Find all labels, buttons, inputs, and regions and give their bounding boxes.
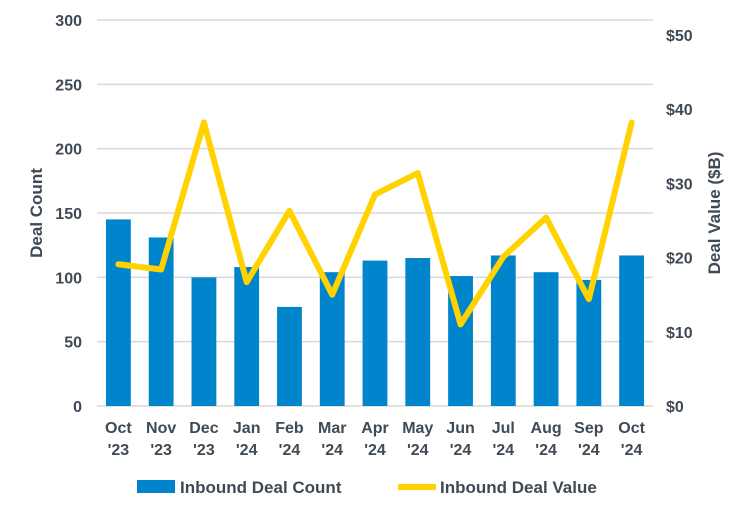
x-tick-label-year: '23 xyxy=(193,442,215,459)
bar xyxy=(619,255,645,406)
value-line xyxy=(115,119,635,328)
x-tick-label: Oct xyxy=(105,420,132,437)
x-tick-label: Apr xyxy=(361,420,389,437)
legend-label-count: Inbound Deal Count xyxy=(180,478,342,497)
y2-axis-label: Deal Value ($B) xyxy=(705,152,724,275)
x-tick-label-year: '24 xyxy=(450,442,472,459)
x-tick-label-year: '24 xyxy=(535,442,557,459)
y-tick-label: 0 xyxy=(73,399,82,416)
x-tick-label-year: '24 xyxy=(364,442,386,459)
x-tick-label-year: '24 xyxy=(321,442,343,459)
y-tick-label: 250 xyxy=(55,77,82,94)
y-tick-label: 50 xyxy=(64,335,82,352)
x-tick-label: Jul xyxy=(492,420,515,437)
x-tick-label: Oct xyxy=(618,420,645,437)
x-tick-label: Nov xyxy=(146,420,176,437)
y2-tick-label: $0 xyxy=(666,399,684,416)
x-tick-label-year: '24 xyxy=(407,442,429,459)
y-tick-label: 100 xyxy=(55,270,82,287)
bar xyxy=(405,258,431,406)
bar xyxy=(191,277,217,406)
legend: Inbound Deal Count Inbound Deal Value xyxy=(137,478,597,497)
bar xyxy=(533,272,559,406)
y2-tick-label: $10 xyxy=(666,325,693,342)
bar xyxy=(234,267,260,406)
y2-tick-label: $40 xyxy=(666,102,693,119)
x-tick-label: Aug xyxy=(531,420,562,437)
bar xyxy=(362,260,388,406)
legend-swatch-bar xyxy=(137,480,175,493)
x-tick-label: Dec xyxy=(189,420,218,437)
x-tick-label: Jan xyxy=(233,420,261,437)
y2-tick-label: $50 xyxy=(666,28,693,45)
bar xyxy=(277,306,302,406)
y-tick-label: 300 xyxy=(55,13,82,30)
x-tick-label-year: '24 xyxy=(493,442,515,459)
x-tick-label-year: '23 xyxy=(108,442,130,459)
bar xyxy=(490,255,516,406)
y2-tick-label: $30 xyxy=(666,176,693,193)
x-tick-label: May xyxy=(402,420,433,437)
y-tick-label: 200 xyxy=(55,142,82,159)
x-tick-label-year: '24 xyxy=(279,442,301,459)
x-tick-label: Mar xyxy=(318,420,346,437)
x-tick-label-year: '24 xyxy=(621,442,643,459)
x-tick-label: Jun xyxy=(446,420,474,437)
x-tick-label: Feb xyxy=(275,420,304,437)
y-axis-label: Deal Count xyxy=(27,168,46,258)
x-tick-label-year: '24 xyxy=(236,442,258,459)
y2-tick-label: $20 xyxy=(666,251,693,268)
legend-label-value: Inbound Deal Value xyxy=(440,478,597,497)
x-tick-label-year: '24 xyxy=(578,442,600,459)
x-tick-label-year: '23 xyxy=(150,442,172,459)
x-tick-label: Sep xyxy=(574,420,604,437)
y-tick-label: 150 xyxy=(55,206,82,223)
bar xyxy=(105,219,131,406)
